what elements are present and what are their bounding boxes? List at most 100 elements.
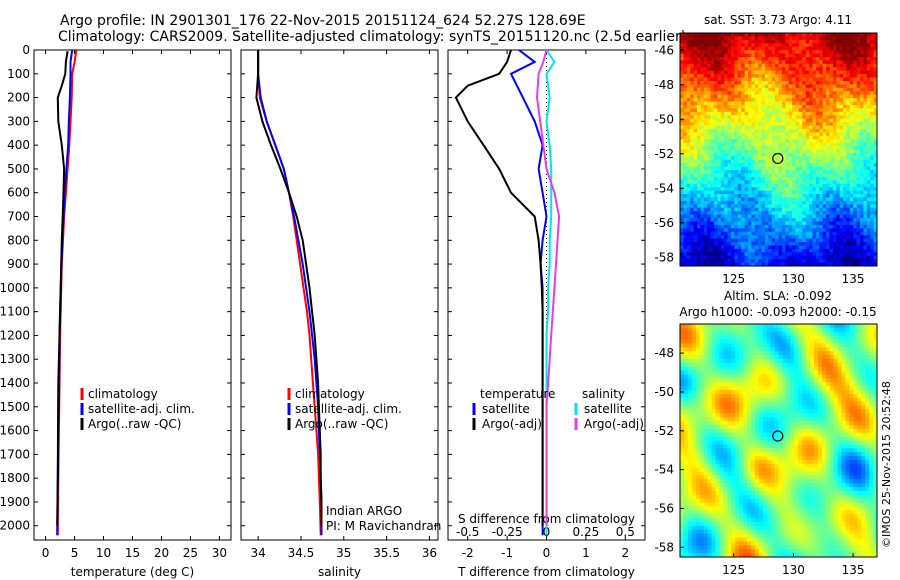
map-image	[680, 324, 877, 557]
figure-title-line1: Argo profile: IN 2901301_176 22-Nov-2015…	[60, 13, 586, 29]
map-y-tick-label: -54	[654, 181, 674, 195]
depth-tick-label: 1800	[0, 471, 30, 485]
x-tick-label: 35	[336, 546, 351, 560]
depth-tick-label: 1500	[0, 400, 30, 414]
map-y-tick-label: -50	[654, 112, 674, 126]
map-y-tick-label: -48	[654, 346, 674, 360]
x-top-tick-label: -0.25	[492, 525, 523, 539]
map-x-tick-label: 125	[722, 272, 745, 286]
map-y-tick-label: -58	[654, 250, 674, 264]
map-title: Altim. SLA: -0.092	[724, 289, 832, 303]
map-x-tick-label: 125	[722, 563, 745, 577]
depth-tick-label: 0	[22, 43, 30, 57]
depth-tick-label: 800	[7, 233, 30, 247]
legend-group-title: temperature	[480, 387, 555, 401]
map-y-tick-label: -50	[654, 385, 674, 399]
profile-panel-1: 0100200300400500600700800900100011001200…	[0, 43, 232, 579]
map-y-tick-label: -52	[654, 147, 674, 161]
map-x-tick-label: 135	[842, 563, 865, 577]
x-top-tick-label: 0.25	[573, 525, 600, 539]
map-x-tick-label: 130	[782, 272, 805, 286]
x-axis-label: temperature (deg C)	[71, 565, 194, 579]
depth-tick-label: 1900	[0, 495, 30, 509]
x-tick-label: 15	[125, 546, 140, 560]
map-y-tick-label: -56	[654, 216, 674, 230]
x-tick-label: 0	[543, 546, 551, 560]
depth-tick-label: 1000	[0, 281, 30, 295]
x-tick-label: -1	[501, 546, 513, 560]
x-tick-label: 35.5	[373, 546, 400, 560]
figure-title-line2: Climatology: CARS2009. Satellite-adjuste…	[58, 29, 687, 45]
panel-frame	[33, 49, 232, 541]
series-group	[454, 50, 561, 536]
map-panel-sst: 125 130 135 -46 -48 -50 -52 -54 -56 -58 sat. SST: …	[654, 13, 878, 286]
depth-tick-label: 600	[7, 186, 30, 200]
x-axis-label: T difference from climatology	[457, 565, 635, 579]
panel-annotation: Indian ARGO	[326, 504, 402, 518]
map-image	[680, 33, 877, 266]
x-tick-label: 34.5	[288, 546, 315, 560]
x-axis-label: salinity	[318, 565, 361, 579]
profile-panel-3: -2 -1 0 1 2 T difference from climatology -0.5…	[447, 49, 646, 579]
depth-tick-label: 2000	[0, 519, 30, 533]
depth-tick-label: 500	[7, 162, 30, 176]
legend-label: satellite	[584, 402, 632, 416]
panel-annotation: PI: M Ravichandran	[326, 519, 441, 533]
legend-label: climatology	[88, 387, 158, 401]
x-tick-label: 30	[212, 546, 227, 560]
x-tick-label: 34	[250, 546, 265, 560]
map-x-tick-label: 135	[842, 272, 865, 286]
map-frame	[679, 32, 878, 267]
depth-tick-label: 1100	[0, 305, 30, 319]
series-line-3	[56, 51, 69, 526]
legend-label: satellite-adj. clim.	[295, 402, 402, 416]
argo-location-marker	[772, 152, 784, 165]
depth-tick-label: 300	[7, 114, 30, 128]
x-top-tick-label: -0.5	[456, 525, 479, 539]
x-tick-label: 36	[422, 546, 437, 560]
series-line-3	[255, 50, 323, 526]
imos-credit: ©IMOS 25-Nov-2015 20:52:48	[880, 381, 893, 548]
series-line-4	[535, 50, 561, 526]
map-y-tick-label: -56	[654, 501, 674, 515]
map-y-tick-label: -54	[654, 463, 674, 477]
map-x-tick-label: 130	[782, 563, 805, 577]
profile-panel-2: 34 34.5 35 35.5 36 salinity climatologysatelli…	[240, 49, 441, 579]
series-group	[56, 50, 78, 536]
map-title: sat. SST: 3.73 Argo: 4.11	[704, 13, 852, 27]
series-line-2	[454, 50, 544, 526]
series-group	[255, 50, 323, 536]
x-top-tick-label: 0.5	[616, 525, 635, 539]
map-y-tick-label: -58	[654, 540, 674, 554]
x-tick-label: 0	[42, 546, 50, 560]
map-frame	[679, 323, 878, 558]
legend-group-title: salinity	[582, 387, 625, 401]
x-tick-label: 1	[582, 546, 590, 560]
depth-tick-label: 1400	[0, 376, 30, 390]
legend-label: Argo(-adj)	[584, 417, 644, 431]
depth-tick-label: 1700	[0, 447, 30, 461]
depth-tick-label: 900	[7, 257, 30, 271]
depth-tick-label: 100	[7, 67, 30, 81]
legend-label: Argo(..raw -QC)	[88, 417, 181, 431]
depth-tick-label: 400	[7, 138, 30, 152]
legend-label: climatology	[295, 387, 365, 401]
x-tick-label: 20	[154, 546, 169, 560]
map-y-tick-label: -52	[654, 424, 674, 438]
x-tick-label: 2	[621, 546, 629, 560]
map-panel-sla: 125 130 135 -48 -50 -52 -54 -56 -58 Altim. SLA: -…	[654, 289, 878, 577]
panel-frame	[240, 49, 439, 541]
argo-location-marker	[772, 430, 784, 442]
x-tick-label: -2	[462, 546, 474, 560]
depth-tick-label: 1200	[0, 328, 30, 342]
legend-label: satellite	[482, 402, 530, 416]
x-tick-label: 25	[183, 546, 198, 560]
depth-tick-label: 1600	[0, 424, 30, 438]
depth-tick-label: 1300	[0, 352, 30, 366]
map-y-tick-label: -46	[654, 43, 674, 57]
legend-label: Argo(-adj)	[482, 417, 542, 431]
legend-label: Argo(..raw -QC)	[295, 417, 388, 431]
map-y-tick-label: -48	[654, 78, 674, 92]
